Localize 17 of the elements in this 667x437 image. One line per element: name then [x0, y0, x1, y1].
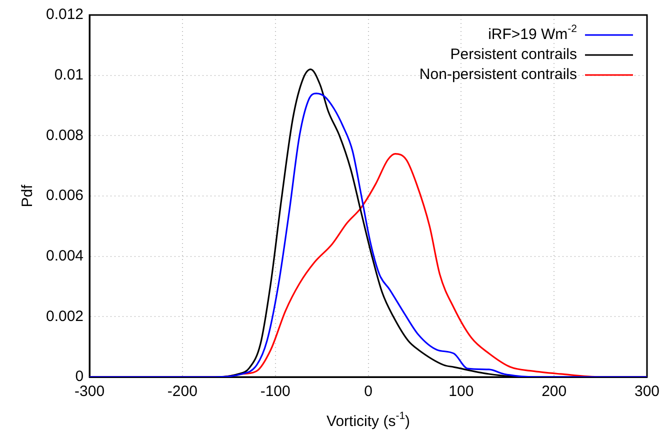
- y-tick-label: 0.002: [46, 308, 84, 325]
- x-tick-label: 100: [448, 383, 474, 400]
- x-tick-label: -300: [74, 383, 105, 400]
- x-tick-label: 0: [364, 383, 372, 400]
- y-tick-label: 0.012: [46, 6, 84, 24]
- legend-label: Persistent contrails: [450, 46, 577, 64]
- x-tick-label: -100: [260, 383, 290, 400]
- y-tick-label: 0.006: [46, 187, 84, 204]
- y-tick-label: 0.004: [46, 247, 84, 264]
- y-axis-title: Pdf: [19, 184, 36, 208]
- y-tick-label: 0.01: [54, 66, 84, 84]
- x-tick-label: 300: [634, 383, 660, 400]
- legend-label: Non-persistent contrails: [419, 66, 578, 84]
- x-tick-label: 200: [542, 383, 567, 400]
- x-tick-label: -200: [167, 383, 198, 400]
- y-tick-label: 0.008: [46, 126, 84, 144]
- y-tick-label: 0: [75, 368, 84, 386]
